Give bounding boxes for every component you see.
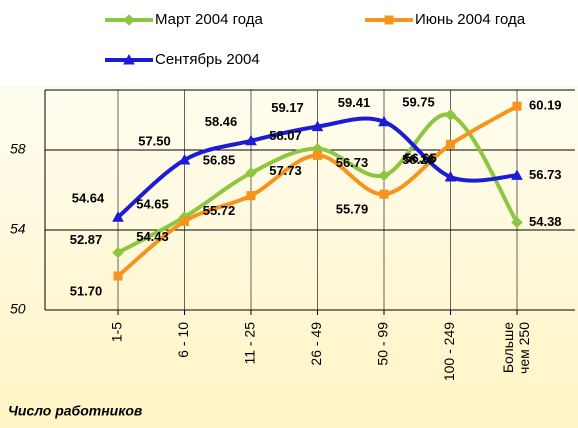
legend-label: Июнь 2004 года [415,11,526,28]
x-tick-label: 1-5 [109,322,125,342]
x-axis-label: Число работников [8,403,143,419]
legend-marker [123,14,135,26]
data-point [112,246,124,259]
data-label: 59.17 [271,100,304,115]
data-label: 52.87 [70,232,103,247]
data-point [178,153,191,165]
x-tick-label: 6 - 10 [175,322,191,358]
data-point [511,216,523,229]
x-tick-label: 26 - 49 [308,322,324,366]
data-point [113,271,123,281]
y-tick-label: 50 [10,301,26,317]
data-label: 58.28 [402,152,435,167]
data-label: 57.73 [269,163,302,178]
data-point [446,139,455,149]
x-tick-label: 50 - 99 [375,322,391,366]
x-tick-label: 100 - 249 [441,322,457,381]
data-point [379,189,389,199]
data-point [444,109,457,121]
data-label: 57.50 [138,133,171,148]
data-point [313,150,322,160]
x-tick-label-line: Больше [500,322,516,373]
data-point [246,191,256,201]
legend-label: Сентябрь 2004 [155,51,260,68]
data-point [180,216,189,226]
data-label: 59.41 [338,95,371,110]
plot-background [0,86,578,428]
data-label: 56.73 [336,155,369,170]
data-point [512,101,522,111]
data-point [378,115,390,127]
data-label: 54.65 [136,196,169,211]
data-label: 51.70 [70,283,103,298]
data-label: 54.43 [136,229,169,244]
x-tick-label: 11 - 25 [242,322,258,365]
x-tick-label: Большечем 250 [500,322,532,374]
data-label: 55.79 [336,202,369,217]
data-label: 59.75 [402,94,435,109]
legend-label: Март 2004 года [155,11,263,28]
data-label: 56.85 [203,152,236,167]
data-point [245,167,257,179]
data-point [511,169,523,180]
data-label: 58.07 [269,128,302,143]
y-tick-label: 58 [10,141,26,157]
x-tick-label-line: чем 250 [516,322,532,374]
data-point [444,170,457,182]
data-point [112,211,124,222]
y-tick-label: 54 [10,221,26,237]
data-label: 56.73 [529,167,562,182]
data-label: 54.38 [529,214,562,229]
legend-marker [384,15,394,25]
data-label: 58.46 [205,114,238,129]
data-label: 56.65 [404,150,437,165]
legend-marker [123,53,135,65]
data-point [378,169,390,182]
data-point [311,120,324,132]
data-label: 60.19 [529,98,562,113]
data-label: 55.72 [203,203,236,218]
data-label: 54.64 [72,191,105,206]
data-point [245,134,257,146]
